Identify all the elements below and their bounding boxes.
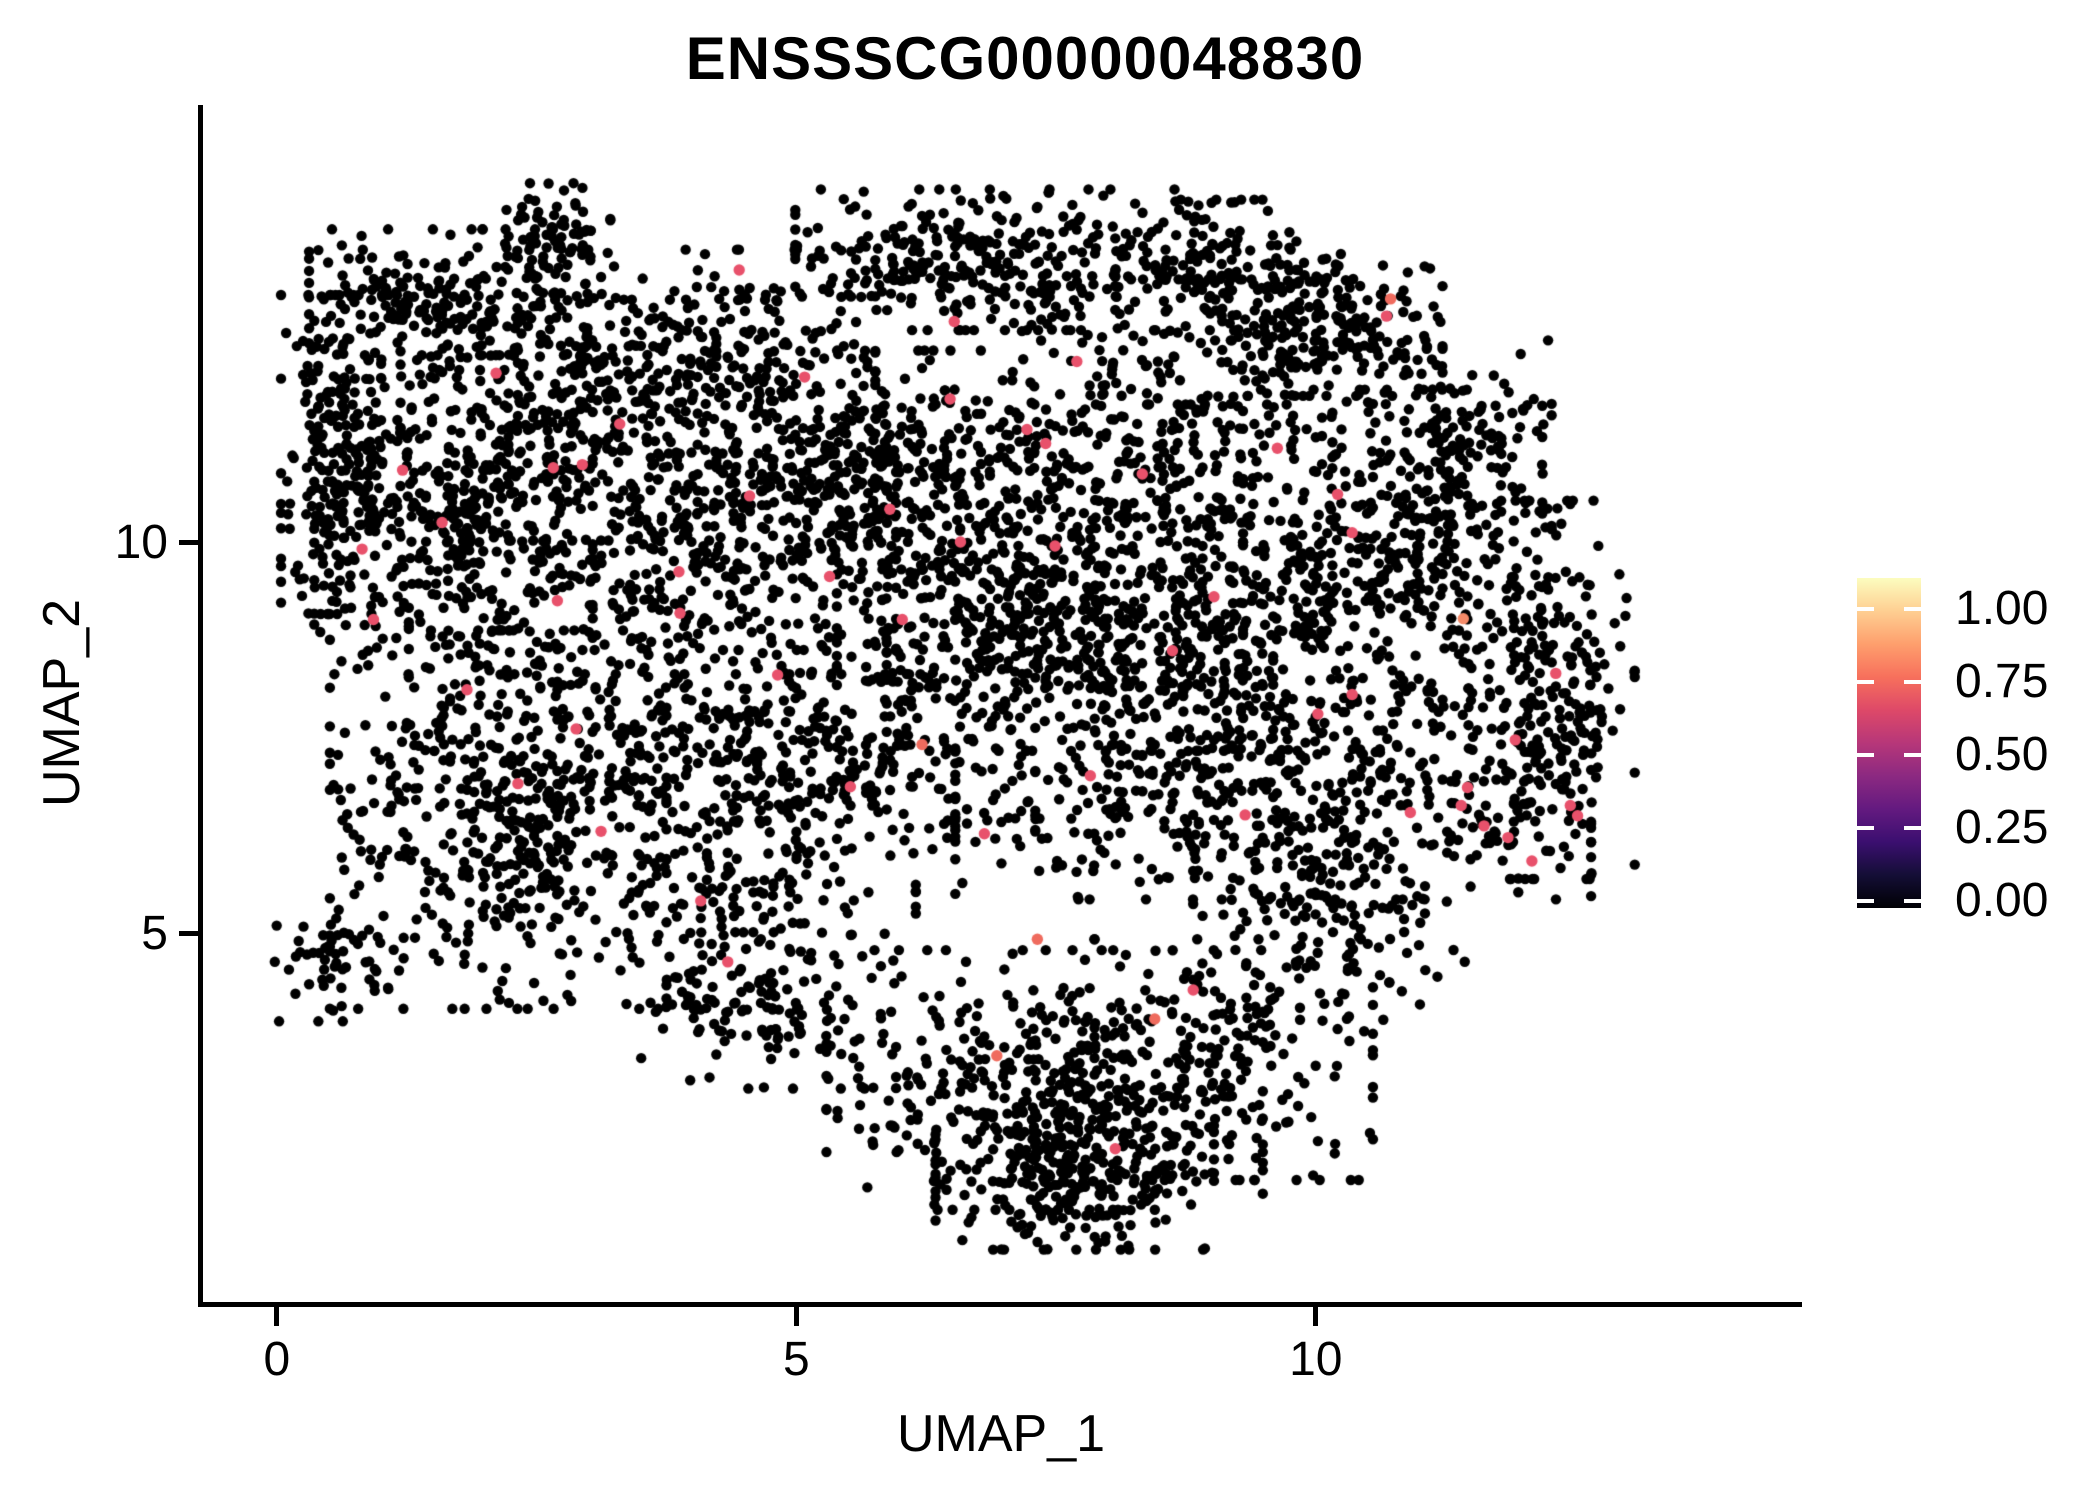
x-tick-label: 10: [1289, 1333, 1343, 1386]
y-axis-line: [198, 105, 203, 1307]
colorbar-tick-mark: [1857, 899, 1874, 903]
y-tick-label: 5: [141, 906, 168, 960]
colorbar-tick-mark: [1904, 607, 1921, 611]
x-axis-line: [198, 1302, 1802, 1307]
colorbar-tick-mark: [1857, 680, 1874, 684]
colorbar-tick-mark: [1904, 680, 1921, 684]
x-axis-title: UMAP_1: [896, 1405, 1106, 1463]
colorbar-tick-mark: [1857, 753, 1874, 757]
colorbar-gradient: [1857, 578, 1921, 908]
colorbar-tick-mark: [1904, 899, 1921, 903]
x-tick-label: 5: [782, 1333, 810, 1386]
colorbar-tick-label: 0.25: [1955, 801, 2049, 854]
colorbar-tick-label: 0.50: [1955, 728, 2049, 781]
y-tick-mark: [179, 931, 198, 937]
y-axis-title: UMAP_2: [33, 598, 91, 808]
x-tick-mark: [274, 1307, 280, 1326]
colorbar-tick-mark: [1857, 826, 1874, 830]
colorbar-tick-mark: [1904, 753, 1921, 757]
colorbar-tick-mark: [1857, 607, 1874, 611]
colorbar-tick-label: 0.00: [1955, 874, 2049, 927]
colorbar-tick-mark: [1904, 826, 1921, 830]
colorbar-tick-label: 0.75: [1955, 655, 2049, 708]
y-tick-label: 10: [114, 515, 168, 569]
x-tick-mark: [793, 1307, 799, 1326]
colorbar-tick-label: 1.00: [1955, 582, 2049, 635]
y-tick-mark: [179, 540, 198, 546]
x-tick-label: 0: [263, 1333, 291, 1386]
x-tick-mark: [1313, 1307, 1319, 1326]
